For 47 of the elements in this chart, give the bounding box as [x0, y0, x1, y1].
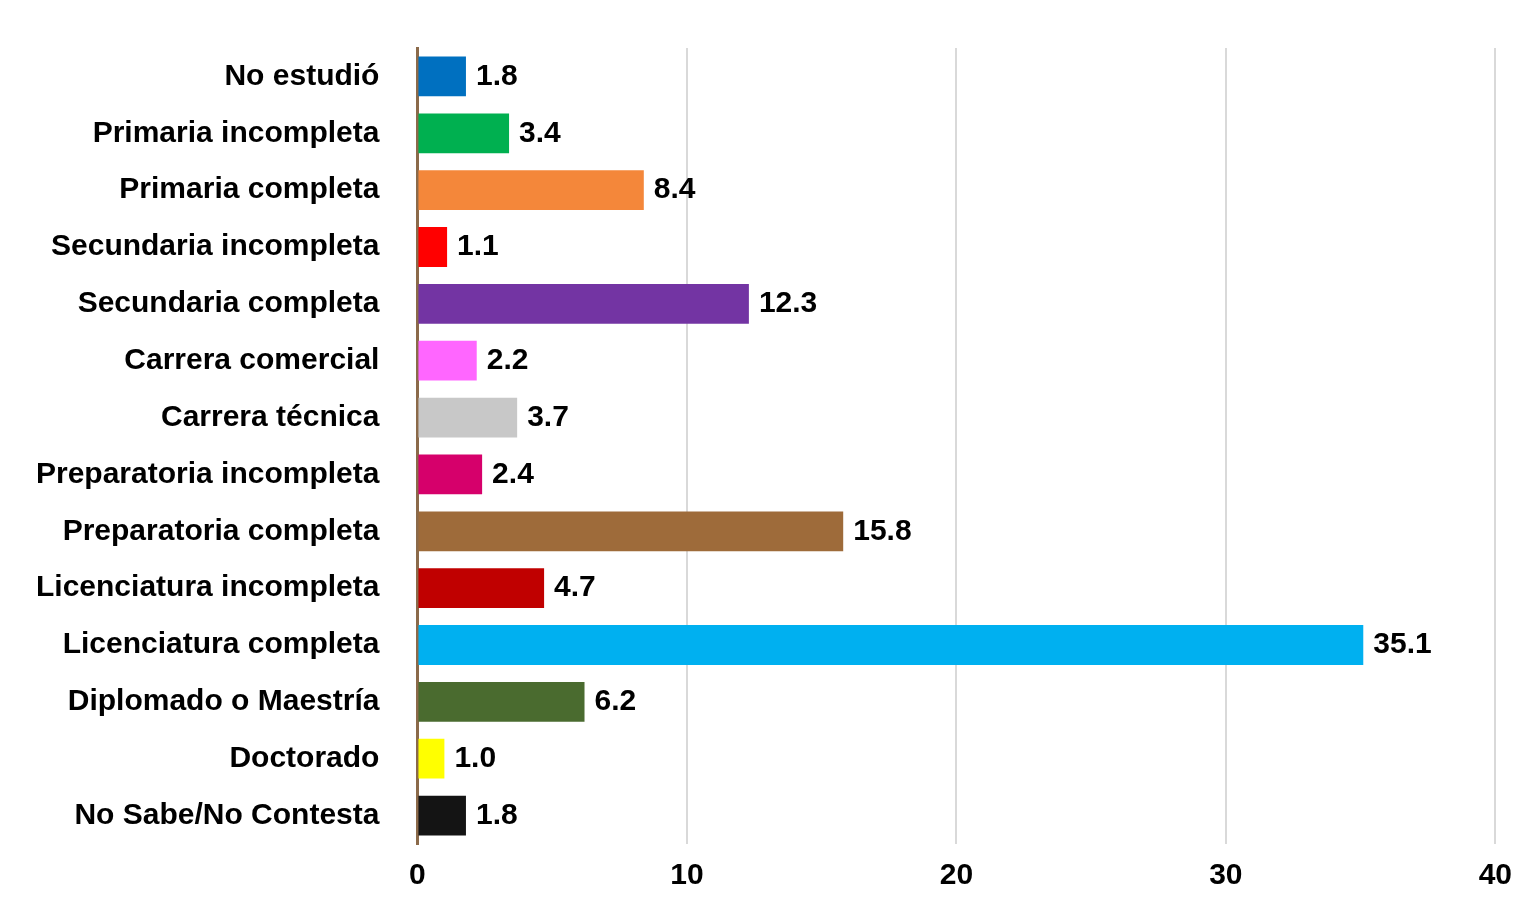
bar — [418, 738, 445, 779]
y-tick-label: Doctorado — [229, 739, 380, 773]
y-tick-label: Primaria completa — [119, 171, 380, 205]
bar — [418, 113, 510, 154]
y-tick-label: No estudió — [224, 57, 380, 91]
bar — [418, 568, 545, 609]
data-label: 2.2 — [486, 341, 529, 375]
bar — [418, 511, 844, 552]
y-tick-label: Secundaria incompleta — [51, 228, 380, 262]
data-label: 1.1 — [457, 228, 499, 262]
bar — [418, 56, 466, 97]
bar — [418, 397, 518, 438]
y-tick-label: Licenciatura incompleta — [36, 569, 380, 603]
bar — [418, 170, 644, 211]
bar — [418, 227, 448, 267]
x-tick-label: 0 — [409, 857, 426, 891]
bar — [418, 454, 483, 495]
y-tick-label: Carrera técnica — [160, 398, 380, 432]
data-label: 4.7 — [554, 569, 596, 603]
data-label: 12.3 — [758, 285, 818, 319]
y-tick-label: No Sabe/No Contesta — [74, 796, 380, 830]
data-label: 3.4 — [519, 114, 562, 148]
data-label: 35.1 — [1373, 626, 1432, 660]
bar — [418, 283, 749, 324]
y-tick-label: Preparatoria completa — [62, 512, 380, 546]
x-tick-label: 10 — [670, 857, 704, 891]
data-label: 2.4 — [492, 455, 535, 489]
bar — [418, 795, 466, 836]
data-label: 1.0 — [454, 739, 497, 773]
data-label: 6.2 — [594, 683, 637, 717]
y-tick-label: Secundaria completa — [77, 285, 380, 319]
y-tick-label: Preparatoria incompleta — [35, 455, 380, 489]
y-tick-label: Diplomado o Maestría — [67, 683, 380, 717]
bar — [418, 625, 1364, 665]
x-tick-label: 20 — [939, 857, 974, 891]
data-label: 1.8 — [475, 57, 518, 91]
y-tick-label: Carrera comercial — [124, 341, 380, 375]
y-tick-label: Primaria incompleta — [92, 114, 380, 148]
bar — [418, 681, 585, 722]
data-label: 3.7 — [527, 398, 569, 432]
data-label: 8.4 — [653, 171, 696, 205]
y-tick-label: Licenciatura completa — [62, 626, 380, 660]
x-tick-label: 40 — [1478, 857, 1512, 891]
bar — [418, 340, 477, 381]
data-label: 1.8 — [475, 796, 518, 830]
data-label: 15.8 — [853, 512, 912, 546]
x-tick-label: 30 — [1209, 857, 1243, 891]
